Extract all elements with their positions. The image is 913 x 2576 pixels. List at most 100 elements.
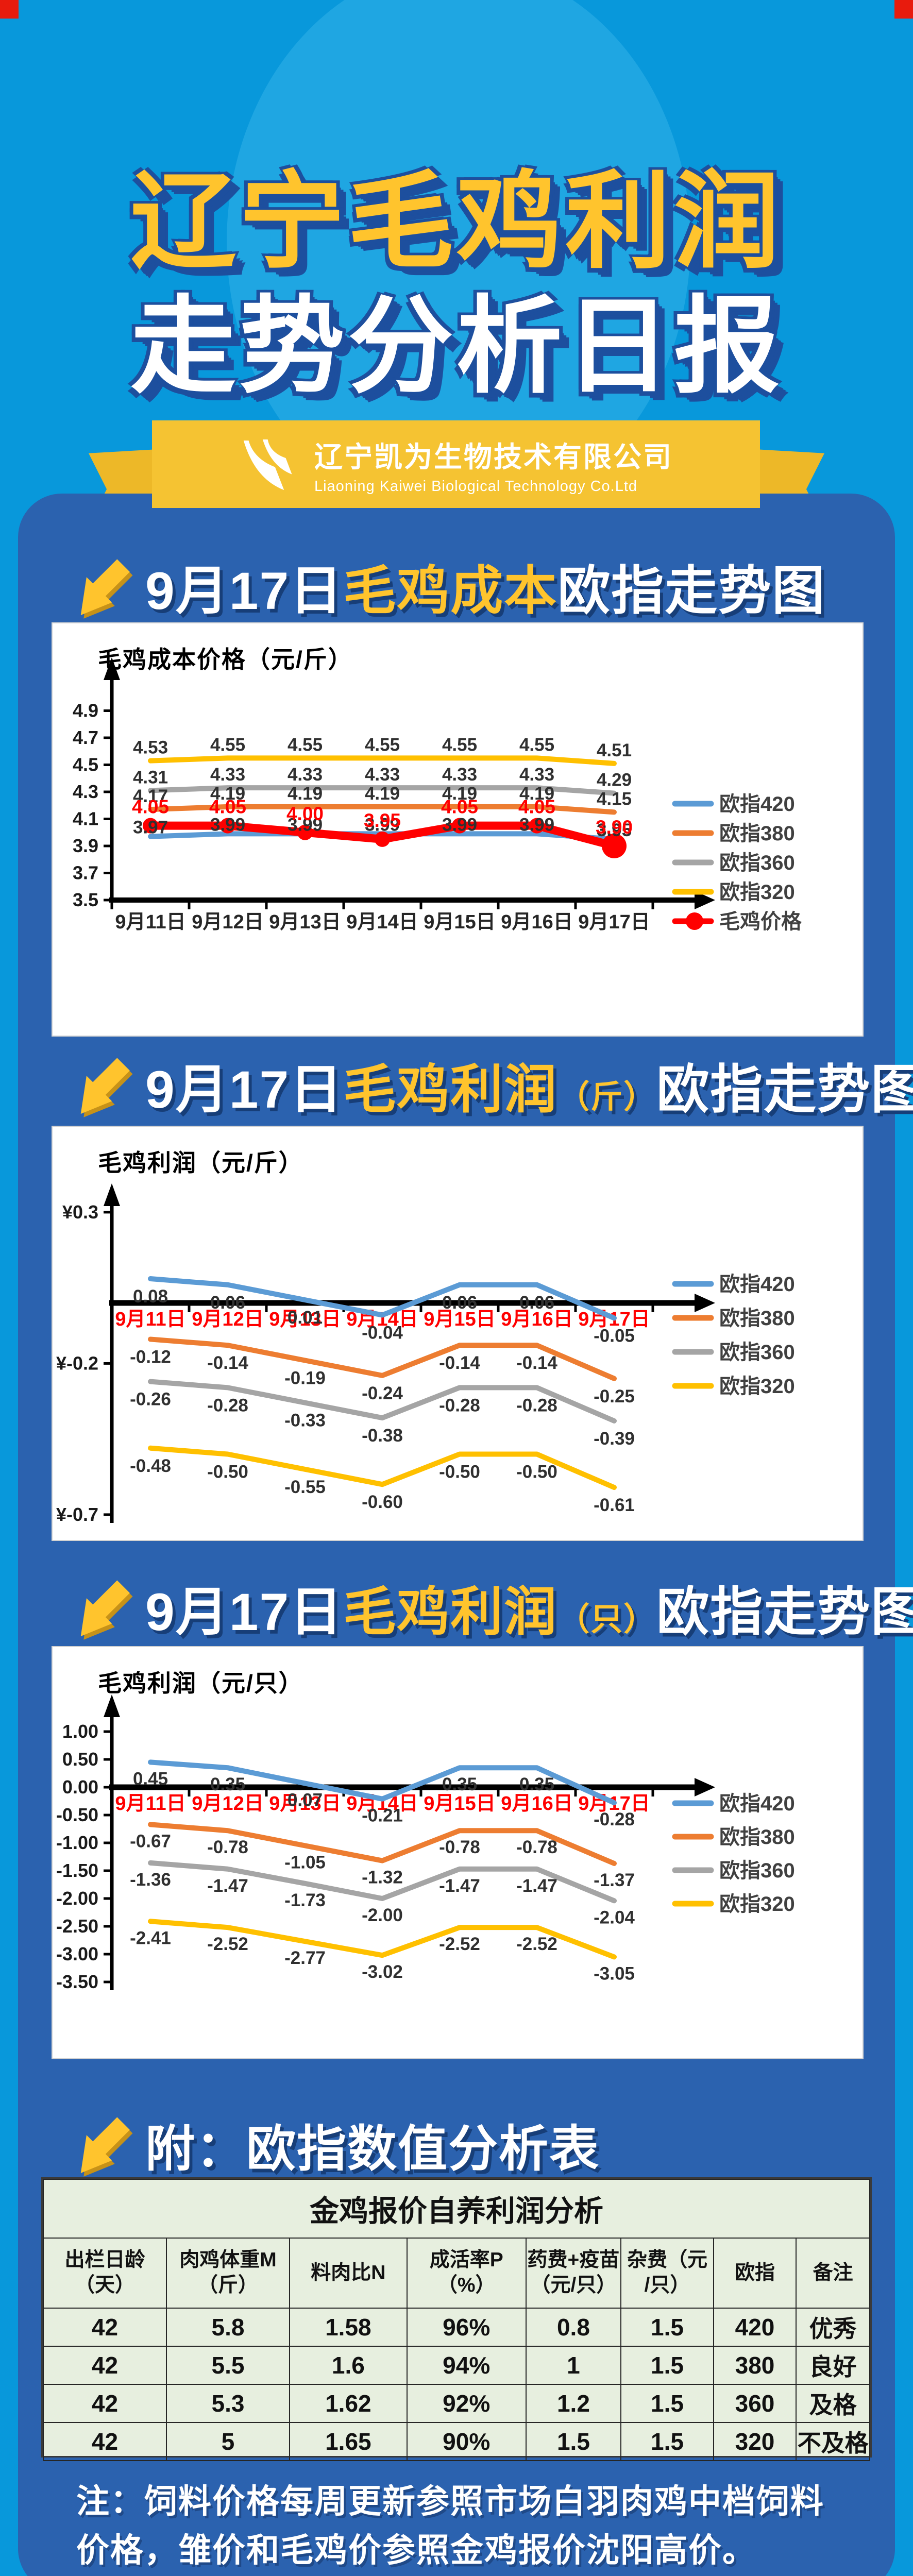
series-marker [375, 831, 390, 847]
x-tick-label: 9月13日 [269, 1309, 341, 1330]
table-cell: 1.2 [525, 2384, 622, 2423]
table-cell: 320 [713, 2422, 797, 2461]
data-label: -2.52 [439, 1934, 480, 1954]
section-date: 9月17日 [145, 1582, 344, 1641]
table-cell: 96% [406, 2308, 527, 2347]
x-tick-label: 9月11日 [115, 1309, 185, 1330]
x-tick-label: 9月17日 [578, 911, 650, 933]
table-cell: 1.65 [289, 2422, 408, 2461]
series-line-欧指380 [148, 1822, 617, 1866]
series-line-欧指320 [148, 1445, 617, 1490]
table-cell: 5 [165, 2422, 290, 2461]
poster-title-line1: 辽宁毛鸡利润 [130, 163, 783, 281]
note-text: 注：饲料价格每周更新参照市场白羽肉鸡中档饲料 价格，雏价和毛鸡价参照金鸡报价沈阳… [76, 2477, 849, 2574]
y-tick-label: 3.5 [73, 889, 98, 910]
data-label: 3.99 [519, 815, 554, 835]
table-cell: 0.8 [525, 2308, 622, 2347]
series-line-欧指360 [148, 785, 617, 796]
legend-label: 欧指380 [719, 1307, 795, 1330]
series-line-欧指420 [148, 1759, 617, 1806]
table-header-cell: 杂费（元 /只） [620, 2238, 714, 2309]
table-cell: 1.5 [525, 2422, 622, 2461]
section-title: 附：欧指数值分析表 [145, 2121, 600, 2177]
legend-label: 欧指420 [719, 793, 795, 816]
data-label: -0.19 [284, 1368, 326, 1388]
data-label: 0.06 [210, 1293, 245, 1313]
company-logo-icon [243, 439, 292, 490]
table-row: 42 5.5 1.6 94% 1 1.5 380 良好 [43, 2346, 870, 2385]
y-tick-label: 3.9 [73, 835, 98, 856]
data-label: -2.41 [130, 1928, 171, 1948]
section-header-analysis-table: 附：欧指数值分析表 [77, 2103, 600, 2185]
table-cell: 360 [713, 2384, 797, 2423]
series-line-欧指360 [148, 1379, 617, 1423]
data-label: -0.12 [130, 1347, 171, 1367]
series-marker [143, 818, 158, 834]
section-date: 9月17日 [145, 561, 344, 620]
table-cell: 1.5 [620, 2422, 714, 2461]
data-label: 4.33 [210, 765, 245, 785]
y-tick-label: 4.3 [73, 781, 98, 802]
series-line-欧指320 [148, 755, 617, 766]
table-row: 42 5.3 1.62 92% 1.2 1.5 360 及格 [43, 2384, 870, 2423]
data-label: 3.90 [596, 817, 633, 838]
x-tick-label: 9月16日 [501, 1793, 572, 1815]
series-marker [297, 824, 313, 840]
y-tick-label: -1.50 [56, 1860, 98, 1881]
section-highlight: 毛鸡利润 [343, 1060, 558, 1119]
corner-mark-top-left [0, 0, 19, 19]
profit-bird-chart-card: 毛鸡利润（元/只） 1.00 0.50 0.00 -0.50 -1.00 -1.50 -2.… [52, 1646, 864, 2059]
data-label: -1.73 [284, 1890, 326, 1910]
series-line-欧指380 [148, 804, 617, 815]
legend-label: 欧指320 [719, 1893, 795, 1916]
data-label: 3.97 [133, 818, 168, 838]
y-tick-label: -0.50 [56, 1804, 98, 1825]
section-suffix: 欧指走势图 [656, 1060, 913, 1119]
section-date: 9月17日 [145, 1060, 344, 1119]
data-label: -1.36 [130, 1870, 171, 1890]
series-marker [529, 818, 545, 834]
company-name-en: Liaoning Kaiwei Biological Technology Co… [314, 478, 638, 495]
legend-label: 欧指320 [719, 1375, 795, 1398]
data-label: -2.52 [516, 1934, 557, 1954]
series-line-欧指320 [148, 1919, 617, 1960]
data-label: 4.31 [133, 767, 168, 787]
x-tick-label: 9月12日 [192, 1309, 263, 1330]
data-label: -0.50 [207, 1462, 248, 1482]
data-label: -2.77 [284, 1948, 326, 1968]
table-cell: 92% [406, 2384, 527, 2423]
section-header-profit-jin-chart: 9月17日毛鸡利润（斤）欧指走势图 [77, 1044, 913, 1126]
data-label: 4.55 [519, 735, 554, 755]
note-line1: 注：饲料价格每周更新参照市场白羽肉鸡中档饲料 [76, 2483, 824, 2520]
data-label: 4.33 [288, 765, 323, 785]
data-label: 3.99 [210, 815, 245, 835]
data-label: -0.67 [130, 1831, 171, 1851]
table-header-cell: 出栏日龄 （天） [43, 2238, 167, 2309]
legend-label: 欧指360 [719, 852, 795, 874]
data-label: 3.95 [364, 810, 401, 831]
data-label: -0.55 [284, 1477, 326, 1497]
table-header-cell: 备注 [796, 2238, 870, 2309]
data-label: -2.04 [594, 1907, 635, 1927]
cost-chart-card: 毛鸡成本价格（元/斤） 4.9 4.7 4.5 4.3 4.1 3.9 3.7 3.5 9月11… [52, 622, 864, 1037]
data-label: -3.02 [362, 1962, 403, 1982]
table-cell: 90% [406, 2422, 527, 2461]
data-label: 3.95 [597, 820, 632, 840]
y-tick-label: 3.7 [73, 862, 98, 884]
data-label: 0.06 [442, 1293, 477, 1313]
table-cell: 1.62 [289, 2384, 408, 2423]
profit-bird-trend-chart: 1.00 0.50 0.00 -0.50 -1.00 -1.50 -2.00 -2.50 -3.… [56, 1694, 795, 1992]
data-label: 0.07 [288, 1790, 323, 1810]
table-cell: 1.5 [620, 2308, 714, 2347]
data-label: -0.25 [594, 1386, 635, 1406]
x-tick-label: 9月13日 [269, 911, 341, 933]
table-header-cell: 成活率P （%） [406, 2238, 527, 2309]
data-label: 4.51 [597, 740, 632, 760]
table-cell: 42 [43, 2308, 167, 2347]
data-label: -0.33 [284, 1411, 326, 1431]
data-label: -0.14 [207, 1353, 248, 1373]
table-cell: 94% [406, 2346, 527, 2385]
data-label: 0.45 [133, 1769, 168, 1789]
x-tick-label: 9月11日 [115, 1793, 185, 1815]
legend-marker [686, 912, 703, 930]
